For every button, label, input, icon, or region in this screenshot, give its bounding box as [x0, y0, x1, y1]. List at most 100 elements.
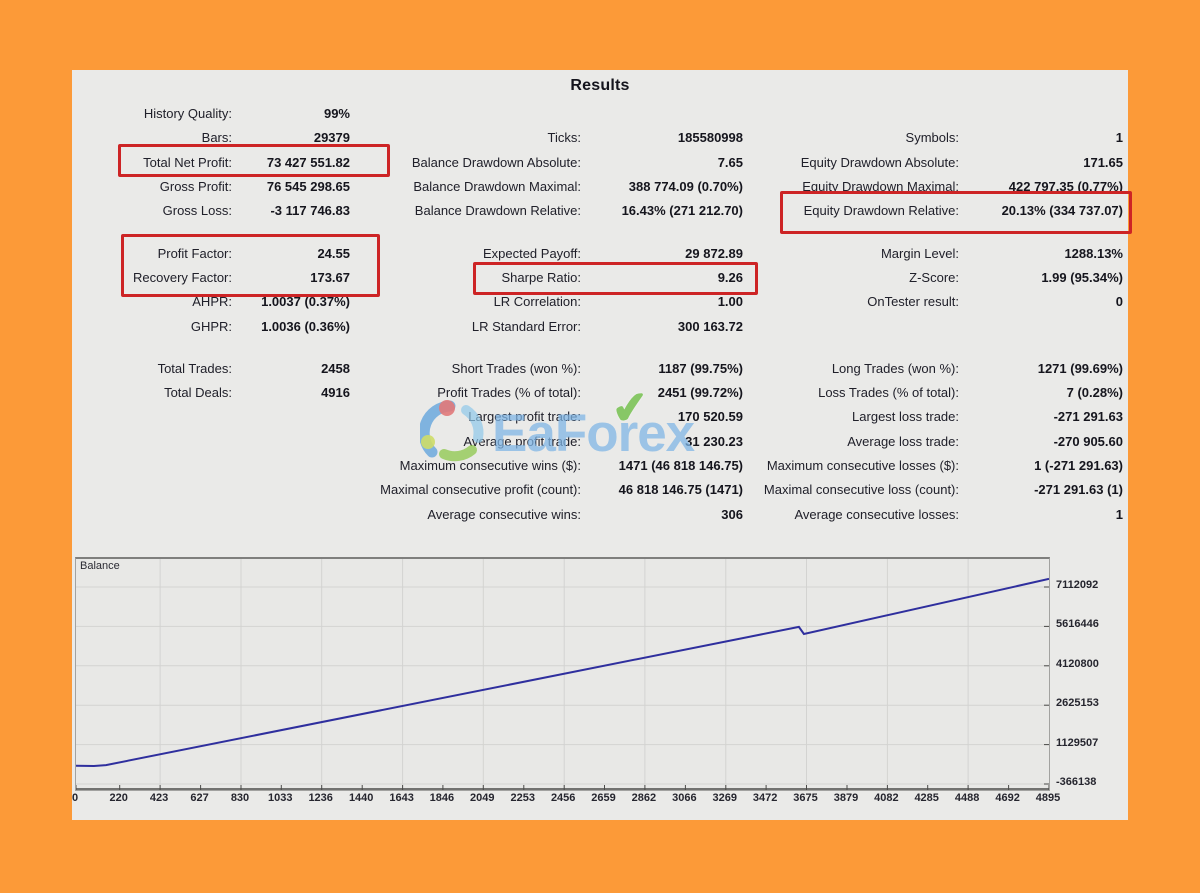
stat-value: 1271 (99.69%): [1037, 360, 1123, 376]
x-tick-label: 220: [109, 792, 128, 804]
stat-label: Recovery Factor:: [133, 269, 232, 285]
x-tick-label: 3675: [793, 792, 818, 804]
stat-value: 0: [1115, 294, 1123, 310]
x-tick-label: 1643: [389, 792, 414, 804]
x-tick-label: 0: [71, 792, 79, 804]
chart-plot: [76, 559, 1049, 790]
stat-value: 4916: [321, 385, 350, 401]
x-tick-label: 1846: [429, 792, 455, 804]
stat-value: 171.65: [1083, 154, 1123, 170]
stats-row: Recovery Factor: 173.67 Sharpe Ratio: 9.26 Z…: [72, 266, 1128, 290]
row-spacer: [72, 224, 1128, 242]
stat-value: 16.43% (271 212.70): [621, 203, 743, 219]
stat-value: 76 545 298.65: [266, 178, 350, 194]
stats-row: Average profit trade: 31 230.23 Average lo…: [72, 430, 1128, 454]
stats-row: Profit Factor: 24.55 Expected Payoff: 29 87…: [72, 242, 1128, 266]
stat-label: AHPR:: [192, 294, 232, 310]
stats-row: Maximal consecutive profit (count): 46 81…: [72, 478, 1128, 502]
stat-label: Total Deals:: [164, 385, 232, 401]
x-tick-label: 4082: [874, 792, 899, 804]
results-panel: Results History Quality: 99% Bars: 29379 Tic…: [72, 70, 1132, 820]
y-tick-label: -366138: [1056, 776, 1097, 788]
stat-label: Average profit trade:: [463, 433, 581, 449]
stat-value: 1.0036 (0.36%): [261, 318, 350, 334]
stat-value: 99%: [323, 106, 350, 121]
x-tick-label: 1236: [308, 792, 333, 804]
stat-label: Short Trades (won %):: [451, 360, 581, 376]
balance-chart: [75, 557, 1050, 791]
x-tick-label: 3472: [752, 792, 778, 804]
stats-rows: History Quality: 99% Bars: 29379 Ticks: 18558…: [72, 102, 1128, 527]
stat-label: LR Correlation:: [493, 294, 581, 310]
stat-value: -270 905.60: [1053, 433, 1123, 449]
stats-row: Total Net Profit: 73 427 551.82 Balance Dr…: [72, 151, 1128, 175]
stats-row: Average consecutive wins: 306 Average cons…: [72, 503, 1128, 527]
stat-label: Gross Profit:: [159, 178, 232, 194]
stat-label: Total Net Profit:: [143, 154, 232, 170]
stat-label: Profit Trades (% of total):: [437, 385, 581, 401]
y-tick-label: 4120800: [1056, 657, 1099, 670]
x-tick-label: 3066: [672, 792, 697, 804]
row-spacer: [72, 339, 1128, 357]
stat-value: 2451 (99.72%): [657, 385, 743, 401]
stat-label: Maximal consecutive profit (count):: [380, 482, 581, 498]
stat-label: Profit Factor:: [157, 245, 232, 261]
stat-value: 46 818 146.75 (1471): [618, 482, 743, 498]
stat-value: 1.0037 (0.37%): [261, 294, 350, 310]
stat-label: Loss Trades (% of total):: [818, 385, 959, 401]
stat-label: Gross Loss:: [162, 203, 232, 219]
stat-value: 1: [1115, 506, 1123, 522]
stat-label: Margin Level:: [880, 245, 959, 261]
x-tick-label: 2049: [470, 792, 495, 804]
balance-line: [76, 577, 1049, 768]
stats-row: Maximum consecutive wins ($): 1471 (46 81…: [72, 454, 1128, 478]
y-tick-label: 7112092: [1056, 579, 1099, 591]
stat-value: -3 117 746.83: [270, 203, 350, 219]
stat-label: Balance Drawdown Relative:: [414, 203, 581, 219]
stat-value: 170 520.59: [677, 409, 743, 425]
x-tick-label: 2456: [550, 792, 576, 804]
stat-value: 388 774.09 (0.70%): [628, 178, 743, 194]
stat-value: 29 872.89: [685, 245, 743, 261]
stat-label: OnTester result:: [867, 294, 959, 310]
stat-label: Maximum consecutive losses ($):: [766, 458, 959, 474]
y-axis-labels: 7112092 5616446 4120800 2625153 1129507 -3661…: [1056, 557, 1126, 788]
stat-label: Expected Payoff:: [482, 245, 581, 261]
stat-label: Equity Drawdown Absolute:: [800, 154, 959, 170]
stats-row: Total Trades: 2458 Short Trades (won %): 11…: [72, 357, 1128, 381]
chart-legend-label: Balance: [80, 560, 120, 572]
stat-value: 31 230.23: [685, 433, 743, 449]
stat-label: Total Trades:: [157, 360, 232, 376]
stat-value: 185580998: [677, 130, 743, 146]
x-tick-label: 2862: [631, 792, 657, 804]
stat-label: Balance Drawdown Maximal:: [413, 178, 581, 194]
stat-label: Equity Drawdown Maximal:: [802, 178, 959, 194]
stat-label: Equity Drawdown Relative:: [803, 203, 959, 219]
stats-row: Gross Profit: 76 545 298.65 Balance Drawdo…: [72, 175, 1128, 199]
stat-value: 73 427 551.82: [266, 154, 350, 170]
stat-label: Z-Score:: [909, 269, 959, 285]
stats-row: Gross Loss: -3 117 746.83 Balance Drawdown…: [72, 199, 1128, 223]
x-tick-label: 4895: [1035, 792, 1061, 804]
stat-label: Maximal consecutive loss (count):: [763, 482, 959, 498]
stat-label: Bars:: [201, 130, 232, 146]
stat-value: 24.55: [317, 245, 350, 261]
stats-row: AHPR: 1.0037 (0.37%) LR Correlation: 1.00 On…: [72, 290, 1128, 314]
stat-label: History Quality:: [143, 106, 232, 121]
stat-value: 20.13% (334 737.07): [1001, 203, 1123, 219]
x-tick-label: 830: [230, 792, 250, 804]
y-tick-label: 2625153: [1056, 697, 1099, 710]
stat-value: 1.99 (95.34%): [1041, 269, 1123, 285]
stat-label: Largest loss trade:: [852, 409, 959, 425]
stat-value: 1: [1115, 130, 1123, 146]
stat-label: Balance Drawdown Absolute:: [411, 154, 581, 170]
stat-label: Symbols:: [905, 130, 959, 146]
stat-value: 306: [721, 506, 743, 522]
x-tick-label: 3879: [833, 792, 859, 804]
stat-label: LR Standard Error:: [471, 318, 581, 334]
stat-value: 9.26: [717, 269, 743, 285]
x-tick-label: 4692: [995, 792, 1020, 804]
x-tick-label: 2253: [510, 792, 536, 804]
stat-value: 7.65: [717, 154, 743, 170]
